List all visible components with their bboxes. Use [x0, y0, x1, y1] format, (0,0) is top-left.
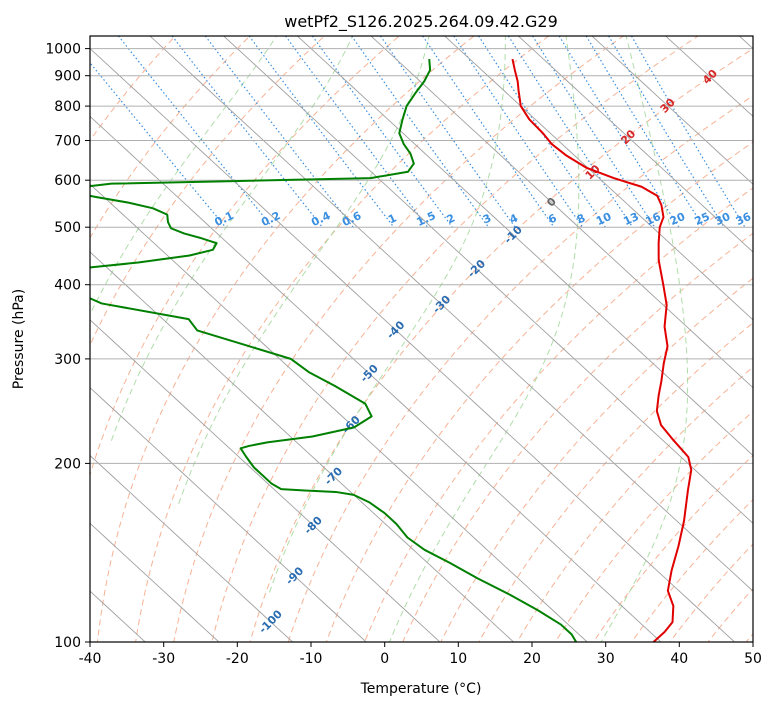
- y-tick-label: 400: [54, 278, 81, 294]
- moist-adiabat-line: [90, 36, 278, 316]
- moist-adiabat-line: [268, 36, 506, 596]
- dry-adiabat-line: [402, 232, 753, 642]
- data-series: [90, 58, 693, 642]
- x-tick-label: 50: [744, 651, 762, 667]
- dry-adiabat-line: [211, 36, 699, 642]
- y-tick-label: 800: [54, 99, 81, 115]
- x-tick-label: -10: [300, 651, 323, 667]
- plot-frame: [89, 35, 754, 643]
- mixing-ratio-line: [422, 36, 555, 228]
- mixing-ratio-line: [532, 36, 656, 228]
- dry-adiabat-line: [249, 48, 753, 642]
- dry-adiabat-line: [669, 543, 753, 642]
- mixing-ratio-line: [608, 36, 725, 228]
- mixing-ratio-label: 30: [713, 210, 733, 228]
- dewpoint-profile-line: [90, 59, 578, 642]
- mixing-ratio-line: [90, 61, 227, 228]
- x-tick-label: -40: [79, 651, 102, 667]
- isotherm-line: [517, 36, 753, 253]
- y-tick-label: 300: [54, 352, 81, 368]
- dry-adiabat-line: [325, 141, 753, 642]
- mixing-ratio-line: [630, 36, 746, 228]
- plot-area: -100-90-80-70-60-50-40-30-20-10010203040…: [90, 36, 754, 642]
- dry-adiabats: [90, 36, 753, 642]
- dry-adiabat-line: [96, 36, 475, 642]
- isotherm-line: [296, 36, 753, 457]
- dry-adiabat-line: [173, 36, 625, 642]
- y-axis-label: Pressure (hPa): [11, 289, 27, 389]
- dry-adiabat-line: [478, 322, 753, 642]
- y-tick-label: 600: [54, 173, 81, 189]
- moist-adiabats: [90, 36, 689, 642]
- mixing-ratio-line: [117, 36, 273, 228]
- y-tick-label: 1000: [45, 42, 81, 58]
- chart-title: wetPf2_S126.2025.264.09.42.G29: [284, 12, 558, 32]
- isotherm-line: [90, 183, 588, 642]
- mixing-ratio-label: 36: [734, 210, 754, 228]
- isotherm-line: [90, 454, 294, 642]
- dry-adiabat-line: [440, 277, 753, 642]
- dry-adiabat-line: [631, 498, 753, 642]
- mixing-ratio-line: [311, 36, 453, 228]
- isotherm-line: [370, 36, 753, 389]
- isotherm-line: [90, 47, 736, 642]
- dry-adiabat-line: [364, 187, 753, 642]
- mixing-ratio-line: [380, 36, 516, 228]
- y-tick-label: 500: [54, 220, 81, 236]
- mixing-ratio-lines: [90, 36, 746, 228]
- x-axis-ticks: -40 -30 -20 -10 0 10 20 30 40 50: [79, 642, 762, 667]
- mixing-ratio-line: [507, 36, 634, 228]
- moist-adiabat-line: [389, 36, 580, 642]
- pressure-gridlines: [90, 48, 753, 642]
- isotherms: [90, 36, 753, 642]
- dry-adiabat-line: [90, 36, 401, 477]
- y-tick-label: 900: [54, 69, 81, 85]
- dry-adiabat-line: [592, 454, 753, 642]
- mixing-ratio-line: [585, 36, 705, 228]
- mixing-ratio-line: [204, 36, 354, 228]
- isotherm-line: [90, 319, 441, 642]
- isotherm-line: [149, 36, 753, 592]
- isotherm-line: [90, 115, 662, 642]
- x-tick-label: -20: [226, 651, 249, 667]
- mixing-ratio-label: 16: [644, 210, 664, 228]
- moist-adiabat-line: [177, 36, 430, 506]
- y-tick-label: 100: [54, 635, 81, 651]
- isotherm-line: [90, 251, 515, 642]
- moist-adiabat-line: [109, 36, 354, 445]
- mixing-ratio-line: [171, 36, 323, 228]
- x-tick-label: 0: [380, 651, 389, 667]
- x-tick-label: 30: [597, 651, 615, 667]
- x-tick-label: 20: [523, 651, 541, 667]
- dry-adiabat-line: [287, 95, 753, 642]
- dry-adiabat-line: [90, 36, 251, 239]
- x-tick-label: -30: [152, 651, 175, 667]
- isotherm-line: [90, 522, 220, 642]
- isotherm-line: [591, 36, 753, 185]
- mixing-ratio-label: 13: [621, 210, 640, 228]
- y-tick-label: 700: [54, 134, 81, 150]
- isotherm-line: [223, 36, 753, 524]
- mixing-ratio-label: 25: [693, 210, 712, 228]
- mixing-ratio-line: [351, 36, 490, 228]
- mixing-ratio-line: [558, 36, 680, 228]
- dry-adiabat-line: [90, 36, 326, 347]
- y-axis-ticks: 1000 900 800 700 600 500 400 300 200 100: [45, 42, 90, 651]
- isotherm-line: [90, 387, 367, 642]
- temperature-profile-line: [511, 58, 693, 642]
- x-tick-label: 10: [449, 651, 467, 667]
- y-tick-label: 200: [54, 456, 81, 472]
- x-tick-label: 40: [670, 651, 688, 667]
- mixing-ratio-label: 10: [594, 210, 614, 228]
- mixing-ratio-label: 20: [668, 210, 688, 228]
- x-axis-label: Temperature (°C): [360, 681, 482, 697]
- isotherm-line: [444, 36, 753, 321]
